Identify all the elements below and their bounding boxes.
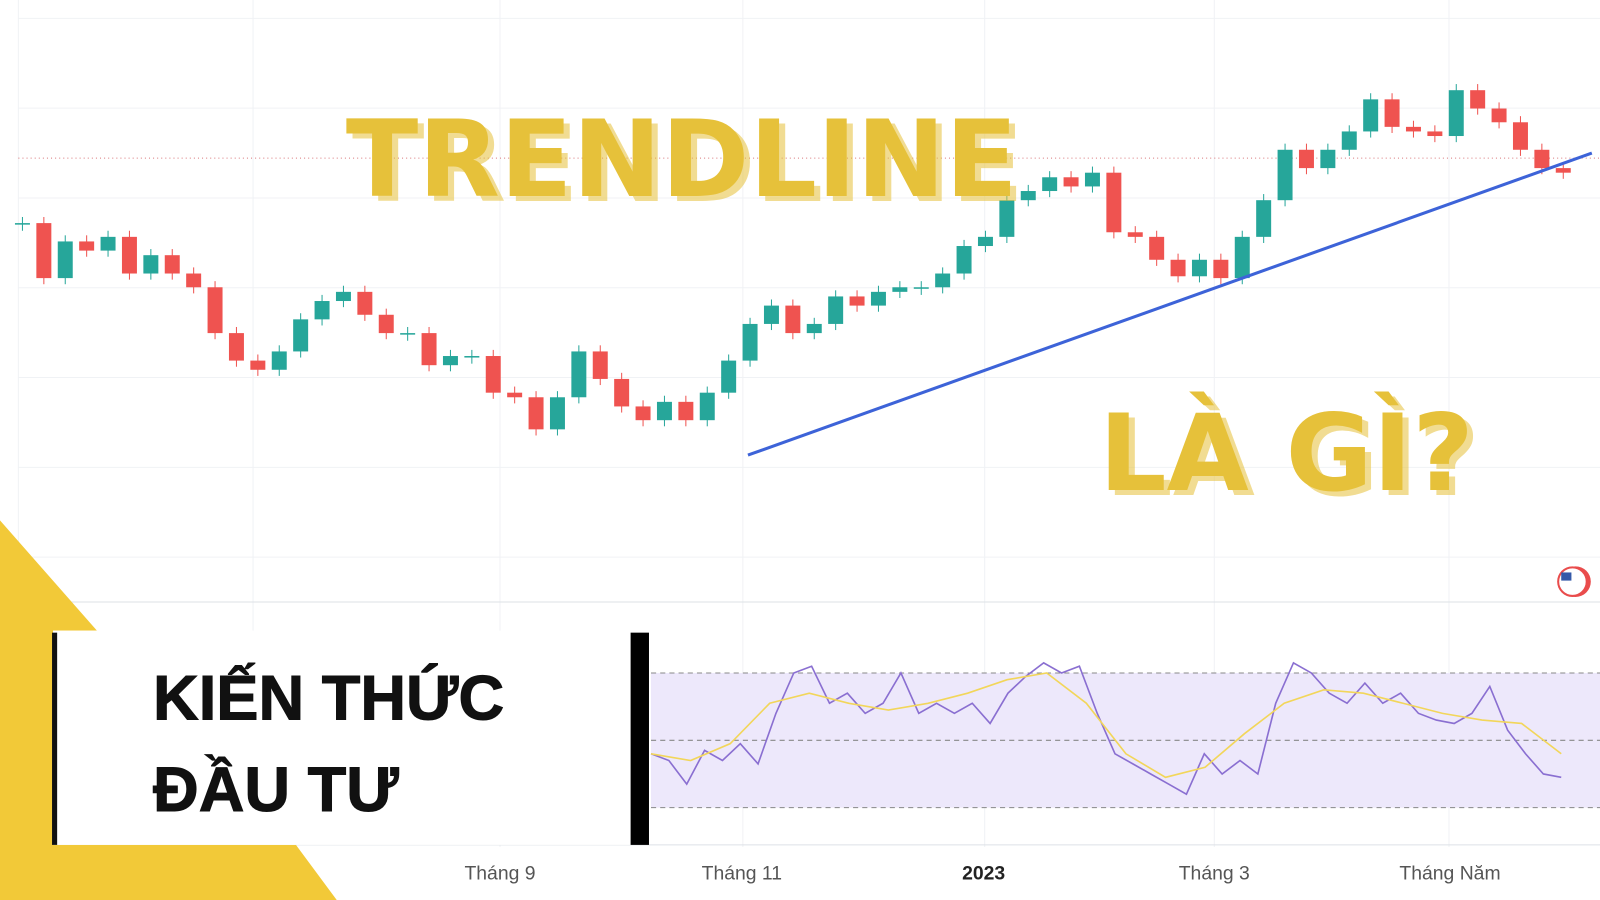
candle [1405,126,1421,132]
candle [1149,236,1165,260]
candle [1042,177,1058,192]
candle [100,236,116,251]
candle [485,356,501,393]
candle [36,223,52,279]
headline-shadow: TRENDLINE [352,103,1024,227]
rsi-pane [650,661,1600,809]
candle [400,333,416,335]
candle [699,392,715,421]
candle [614,378,630,407]
candle [464,356,480,358]
candle [1534,149,1550,169]
candle [656,401,672,421]
candle [721,360,737,393]
candle [870,291,886,306]
candle [1063,177,1079,187]
candle [1512,122,1528,150]
candle [1363,99,1379,132]
candle [1213,259,1229,279]
candle [806,323,822,334]
candle [121,236,137,274]
candle [785,305,801,334]
candle [378,314,394,334]
candle [1191,259,1207,277]
x-tick-label: Tháng 9 [464,863,535,885]
candle [1256,200,1272,237]
banner-box [53,630,631,845]
candle [892,287,908,292]
rsi-line [650,661,1562,796]
headline: TRENDLINE [346,98,1018,222]
x-tick-label: Tháng 3 [1179,863,1250,885]
candle [14,223,30,225]
candle [228,333,244,361]
x-tick-label: 2023 [962,863,1005,885]
candle [849,296,865,306]
candle [1234,236,1250,279]
candle [571,351,587,398]
candle [1555,168,1571,173]
banner-line: ĐẦU TƯ [153,754,399,825]
candle [935,273,951,288]
x-tick-label: Tháng Năm [1399,863,1500,885]
candle [763,305,779,324]
candle [1127,232,1143,237]
candle [635,406,651,421]
candle [271,351,287,370]
candle [314,301,330,320]
candle [1277,149,1293,201]
x-tick-label: Tháng 11 [702,863,782,885]
candle [977,236,993,247]
candle [57,241,73,279]
candle [1491,108,1507,123]
candle [293,319,309,352]
candle [507,392,523,398]
candle [357,291,373,315]
candle [1320,149,1336,169]
candle [1170,259,1186,277]
price-pane [14,84,1571,436]
subline-shadow: LÀ GÌ? [1105,395,1480,521]
candle [742,323,758,361]
candle [186,273,202,288]
x-axis: Tháng 9 Tháng 11 2023 Tháng 3 Tháng Năm [464,863,1500,885]
candle [1106,172,1122,233]
candle [442,356,458,366]
candle [956,246,972,274]
candle [1020,191,1036,201]
candle [143,255,159,274]
candle [207,287,223,334]
banner-bar [52,632,58,845]
flag-icon [1557,566,1591,597]
candle [1384,99,1400,127]
candle [1427,131,1443,137]
candle [1298,149,1314,169]
candle [999,200,1015,237]
yellow-arrow [0,520,337,900]
candle [421,333,437,366]
candle [678,401,694,421]
candle [528,397,544,430]
candle [250,360,266,370]
candle [335,291,351,302]
candle [828,296,844,324]
candle [1470,90,1486,109]
candle [1448,90,1464,137]
candle [913,287,929,289]
candle [164,255,180,274]
banner-line: KIẾN THỨC [153,662,504,733]
banner-divider [630,632,649,845]
trendline [747,151,1593,457]
candle [549,397,565,430]
rsi-line [650,672,1562,779]
subline: LÀ GÌ? [1099,390,1474,516]
candle [79,241,95,251]
candle [1341,131,1357,150]
candle [1084,172,1100,187]
candle [592,351,608,379]
